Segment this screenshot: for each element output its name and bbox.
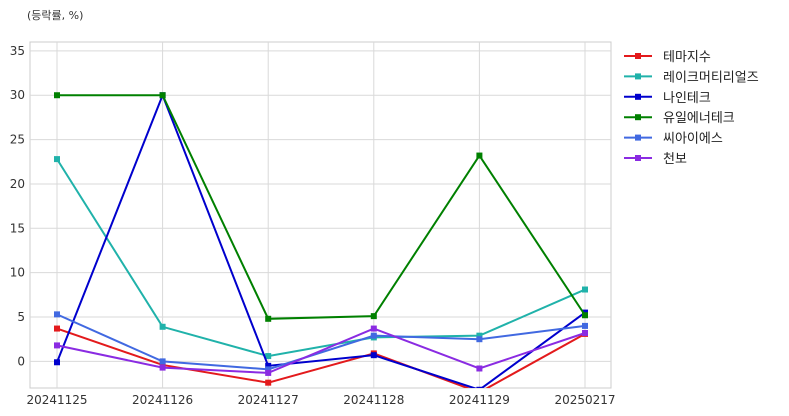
y-tick-label: 10 <box>10 266 25 280</box>
y-tick-label: 30 <box>10 88 25 102</box>
data-point <box>476 365 483 372</box>
data-point <box>54 359 60 366</box>
legend-label: 레이크머티리얼즈 <box>663 70 759 85</box>
legend-label: 나인테크 <box>663 91 711 106</box>
series-line <box>56 158 586 358</box>
data-point <box>370 332 377 339</box>
data-point <box>265 315 272 322</box>
x-tick-label: 20241127 <box>238 393 299 407</box>
grid-lines <box>30 42 611 388</box>
legend-label: 씨아이에스 <box>663 132 723 147</box>
y-tick-label: 25 <box>10 133 25 147</box>
x-tick-label: 20241126 <box>132 393 193 407</box>
data-point <box>476 336 483 343</box>
data-point <box>582 329 588 336</box>
legend-label: 천보 <box>663 152 687 167</box>
series-5 <box>54 325 588 376</box>
y-tick-label: 0 <box>17 354 25 368</box>
data-point <box>265 366 272 373</box>
legend-marker <box>635 53 641 59</box>
data-point <box>159 364 166 371</box>
data-point <box>476 332 483 339</box>
data-point <box>582 322 588 329</box>
data-point <box>370 325 377 332</box>
series-line <box>56 92 586 388</box>
y-axis-ticks: 0 5 10 15 20 25 30 35 <box>10 44 25 369</box>
data-point <box>476 386 483 388</box>
x-tick-label: 20241128 <box>343 393 404 407</box>
legend-label: 유일에너테크 <box>663 111 735 126</box>
series-4 <box>54 311 588 373</box>
data-point <box>54 156 60 163</box>
legend-marker <box>635 73 641 80</box>
series-line <box>56 313 586 371</box>
data-point <box>159 358 166 365</box>
x-tick-label: 20241125 <box>26 393 87 407</box>
data-point <box>265 369 272 376</box>
plot-area <box>29 41 612 389</box>
data-point <box>54 342 60 349</box>
series-group <box>54 92 588 388</box>
y-tick-label: 35 <box>10 44 25 58</box>
unit-label: (등락률, %) <box>27 9 83 22</box>
legend-marker <box>635 155 641 161</box>
x-axis-ticks: 20241125 20241126 20241127 20241128 20241129… <box>26 393 615 407</box>
data-point <box>370 352 377 359</box>
legend-marker <box>635 114 641 121</box>
legend-label: 테마지수 <box>663 50 711 65</box>
data-point <box>159 92 166 99</box>
legend-marker <box>635 93 641 100</box>
x-tick-label: 20241129 <box>449 393 510 407</box>
data-point <box>582 312 588 319</box>
legend-marker <box>635 134 641 141</box>
data-point <box>370 313 377 320</box>
data-point <box>265 362 272 369</box>
y-tick-label: 15 <box>10 221 25 235</box>
data-point <box>54 92 60 99</box>
data-point <box>265 353 272 360</box>
data-point <box>476 152 483 159</box>
data-point <box>265 379 272 386</box>
series-3 <box>54 92 588 322</box>
y-tick-label: 5 <box>17 310 25 324</box>
series-line <box>57 94 586 320</box>
series-line <box>56 327 586 374</box>
series-1 <box>54 156 588 360</box>
data-point <box>54 311 60 318</box>
data-point <box>582 286 588 293</box>
x-tick-label: 20250217 <box>554 393 615 407</box>
y-tick-label: 20 <box>10 177 25 191</box>
data-point <box>159 323 166 330</box>
data-point <box>54 325 60 332</box>
series-line <box>56 327 586 388</box>
